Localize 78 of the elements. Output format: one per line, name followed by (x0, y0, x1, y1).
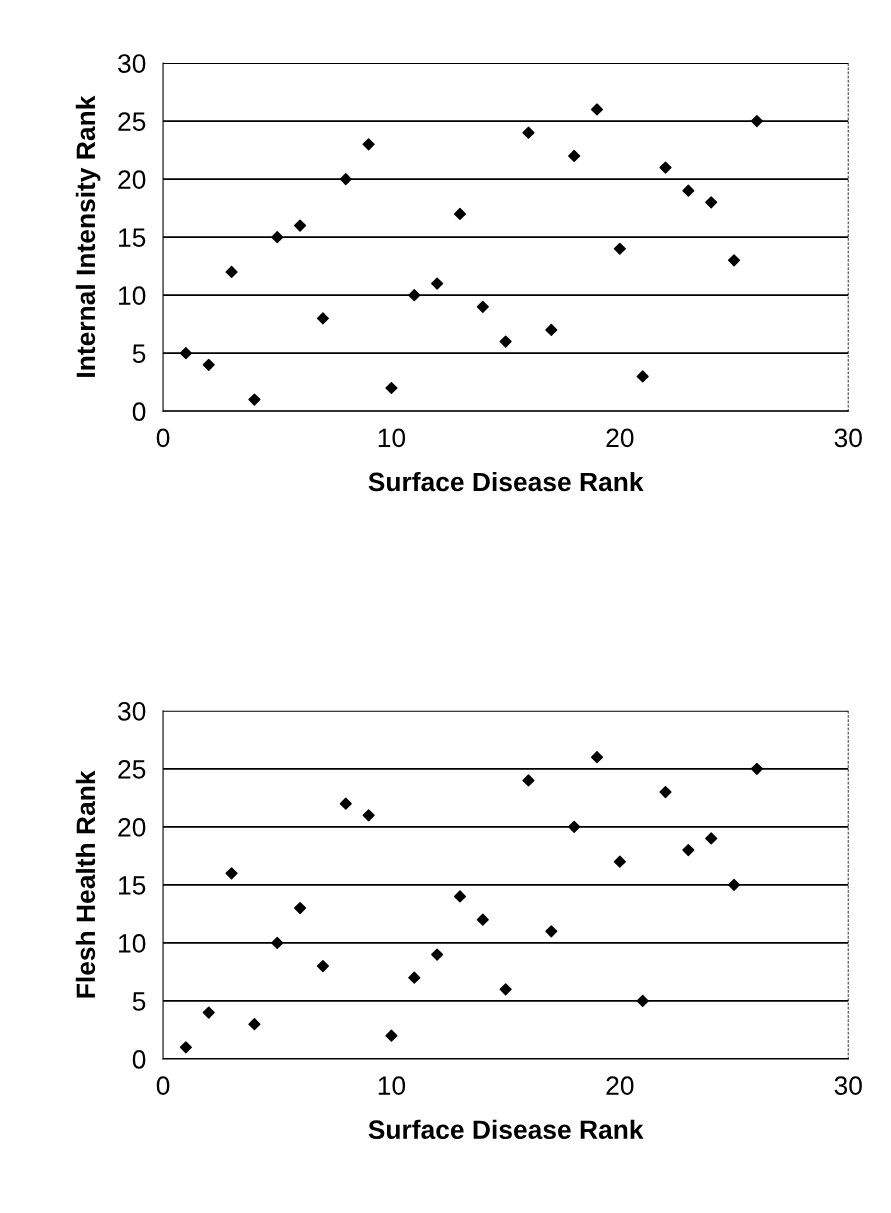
point (385, 381, 398, 395)
x-tick-label: 0 (156, 428, 170, 448)
x-axis-title: Surface Disease Rank (368, 1119, 644, 1140)
x-axis-title: Surface Disease Rank (368, 471, 644, 492)
point (271, 231, 284, 244)
point (225, 867, 238, 880)
point (179, 347, 192, 360)
x-tick-label: 30 (834, 428, 862, 448)
point (225, 265, 238, 279)
point (316, 312, 330, 325)
point (705, 832, 718, 845)
y-tick-label: 15 (119, 876, 146, 895)
point (613, 855, 626, 868)
point (202, 358, 215, 371)
point (476, 913, 489, 926)
y-tick-label: 30 (118, 54, 146, 73)
y-tick-label: 30 (118, 701, 146, 721)
point (271, 936, 284, 949)
point (453, 207, 467, 221)
point (568, 149, 581, 162)
point (294, 902, 307, 915)
point (568, 820, 581, 833)
point (179, 1041, 192, 1054)
point (431, 948, 444, 961)
point (339, 173, 352, 186)
point (499, 335, 512, 348)
point (431, 277, 444, 290)
point (682, 184, 695, 197)
y-tick-label: 5 (132, 344, 146, 364)
point (705, 196, 718, 209)
point (613, 242, 626, 255)
point (682, 843, 695, 857)
x-tick-label: 10 (378, 428, 406, 448)
y-tick-label: 15 (119, 228, 146, 247)
point (476, 300, 489, 313)
point (545, 323, 558, 337)
x-tick-label: 20 (606, 1076, 634, 1095)
point (545, 925, 558, 938)
point (590, 751, 604, 764)
point (750, 115, 763, 128)
y-axis-title: Flesh Health Rank (75, 770, 96, 998)
point (339, 797, 352, 810)
y-axis-title: Internal Intensity Rank (75, 95, 101, 377)
x-tick-label: 20 (606, 428, 634, 448)
point (659, 785, 672, 799)
point (385, 1029, 398, 1042)
point (659, 161, 672, 174)
point (453, 890, 467, 903)
point (362, 138, 375, 151)
point (636, 994, 649, 1008)
x-tick-label: 10 (378, 1076, 406, 1095)
point (248, 393, 261, 406)
point (408, 971, 421, 984)
point (294, 219, 307, 232)
y-tick-label: 25 (118, 759, 146, 779)
point (408, 289, 421, 302)
point (362, 809, 375, 822)
y-tick-label: 0 (132, 402, 146, 422)
y-tick-label: 10 (119, 934, 146, 953)
y-tick-label: 20 (118, 818, 146, 837)
point (248, 1018, 261, 1031)
y-tick-label: 25 (118, 112, 146, 131)
y-tick-label: 5 (132, 992, 146, 1011)
point (316, 960, 330, 973)
point (750, 762, 763, 775)
y-tick-label: 0 (132, 1050, 146, 1069)
point (202, 1006, 215, 1019)
x-tick-label: 30 (834, 1076, 862, 1095)
point (727, 254, 741, 267)
point (727, 878, 741, 891)
point (590, 103, 604, 116)
y-tick-label: 10 (119, 286, 146, 305)
point (522, 126, 535, 139)
point (636, 370, 649, 383)
x-tick-label: 0 (156, 1076, 170, 1095)
point (499, 983, 512, 996)
point (522, 774, 535, 787)
y-tick-label: 20 (118, 170, 146, 189)
